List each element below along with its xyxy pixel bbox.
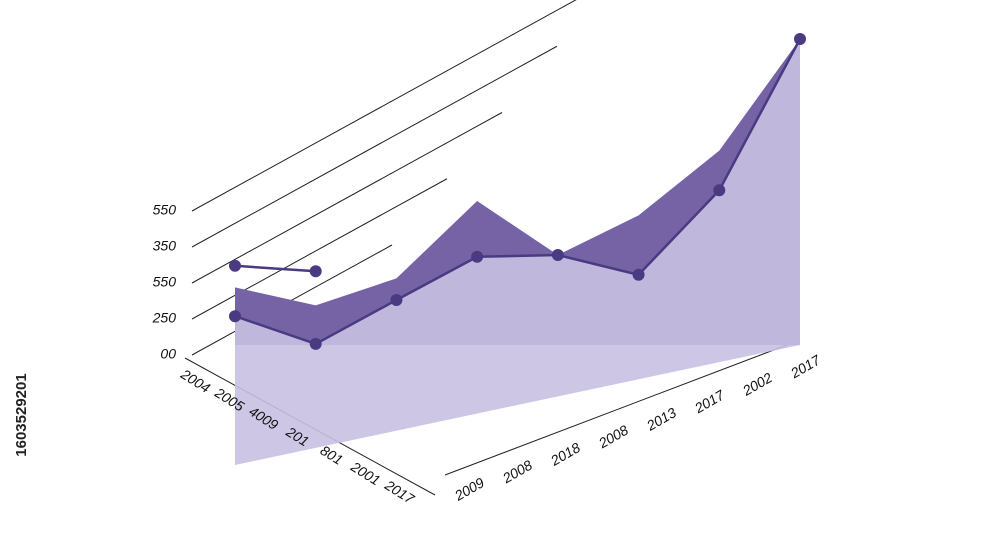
point bbox=[309, 265, 322, 278]
grid-line bbox=[191, 0, 577, 212]
grid-line bbox=[191, 244, 393, 356]
point bbox=[794, 33, 806, 45]
depth-tick-label: 2004 bbox=[177, 365, 213, 396]
x-tick-label: 2002 bbox=[739, 369, 775, 399]
point bbox=[309, 337, 322, 350]
depth-tick-label: 2001 bbox=[347, 458, 383, 489]
point bbox=[390, 294, 403, 306]
point bbox=[471, 250, 484, 263]
y-tick-label: 00 bbox=[160, 346, 176, 362]
grid-line bbox=[191, 178, 448, 320]
x-tick-label: 2013 bbox=[643, 404, 679, 434]
point bbox=[713, 184, 726, 197]
line bbox=[234, 38, 802, 346]
y-tick-label: 550 bbox=[153, 274, 177, 290]
x-tick-label: 2017 bbox=[691, 386, 728, 417]
line bbox=[234, 264, 316, 273]
point bbox=[229, 259, 241, 272]
x-axis bbox=[444, 339, 801, 476]
x-tick-label: 2009 bbox=[451, 474, 487, 504]
x-tick-label: 2018 bbox=[547, 439, 583, 469]
line-fill bbox=[235, 39, 800, 465]
grid-line bbox=[191, 45, 558, 248]
point bbox=[229, 310, 241, 323]
point bbox=[632, 268, 645, 281]
x-tick-label: 2008 bbox=[499, 457, 535, 487]
x-tick-label: 2017 bbox=[787, 351, 824, 382]
y-tick-label: 550 bbox=[153, 202, 177, 218]
watermark-id: 1603529201 bbox=[13, 373, 30, 456]
y-tick-label: 350 bbox=[153, 238, 177, 254]
point bbox=[551, 249, 564, 261]
depth-tick-label: 2017 bbox=[381, 476, 418, 507]
grid-line bbox=[191, 112, 503, 284]
x-tick-label: 2008 bbox=[595, 422, 631, 452]
y-tick-label: 250 bbox=[152, 310, 177, 326]
